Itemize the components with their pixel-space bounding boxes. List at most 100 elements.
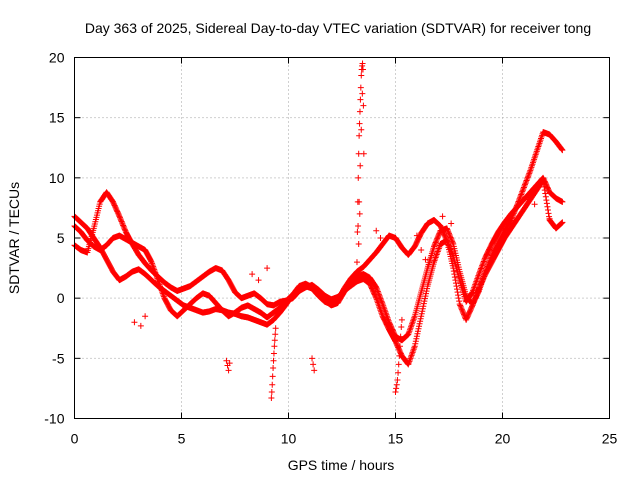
data-point-track-c [443,237,450,244]
data-point-isolated [448,220,455,227]
data-point-track-c [421,298,428,305]
grid [74,57,610,419]
data-point-track-a [433,236,440,243]
data-point-track-b [454,289,461,296]
data-point-spike-13-2h [353,259,360,266]
data-point-isolated [439,213,446,220]
data-point-track-c [424,285,431,292]
data-point-track-a [525,171,532,178]
data-point-track-a [558,146,565,153]
x-tick-label: 5 [178,431,186,447]
data-point-spike-13-2h [356,108,363,115]
data-point-track-a [520,185,527,192]
data-point-isolated [249,271,256,278]
data-point-dip-15-1h [396,352,403,359]
data-point-track-c [412,338,419,345]
x-tick-label: 0 [71,431,79,447]
data-point-track-a [517,192,524,199]
data-point-dip-9-3h [271,343,278,350]
x-tick-label: 10 [281,431,297,447]
data-point-track-a [433,238,440,245]
y-tick-labels: -10 -5 0 5 10 15 20 [44,50,64,427]
data-point-track-c [418,313,425,320]
data-point-isolated [264,265,271,272]
data-point-spike-13-2h [355,222,362,229]
data-point-track-b [469,303,476,310]
data-point-spike-13-2h [357,96,364,103]
data-point-track-b [558,220,565,227]
data-point-track-c [449,250,456,257]
y-tick-label: 10 [49,170,65,186]
data-point-isolated [310,361,317,368]
data-point-track-c [412,340,419,347]
data-point-track-c [449,251,456,258]
y-tick-label: -5 [52,350,65,366]
data-point-track-a [520,184,527,191]
x-axis-title: GPS time / hours [288,457,395,473]
data-point-track-a [443,225,450,232]
data-point-dip-15-1h [393,385,400,392]
data-point-isolated [413,232,420,239]
data-point-track-a [524,176,531,183]
data-point-track-c [444,238,451,245]
data-point-track-b [455,292,462,299]
data-point-track-c [446,242,452,249]
data-point-track-a [432,239,439,246]
data-point-track-a [444,226,451,233]
data-point-track-c [419,305,426,312]
data-point-track-c [447,246,454,253]
data-point-dip-15-1h [395,369,402,376]
data-point-track-b [474,288,481,295]
data-point-track-a [434,234,441,241]
data-point-track-c [480,258,487,265]
data-point-track-c [448,249,455,256]
data-point-track-b [471,296,478,303]
data-point-track-b [121,225,128,232]
data-point-track-c [477,268,484,275]
data-point-track-b [457,302,464,309]
plot-frame [74,57,610,419]
data-point-dip-9-3h [270,364,277,371]
data-point-dip-15-1h [396,343,403,350]
data-point-track-b [545,210,552,217]
x-tick-label: 25 [602,431,618,447]
data-point-track-c [478,265,485,272]
data-point-track-a [523,177,530,184]
data-points [71,60,566,402]
data-point-track-c [481,255,488,262]
data-point-track-c [447,245,454,252]
data-point-track-a [525,173,532,180]
data-point-track-a [517,194,524,201]
data-point-spike-13-2h [356,210,363,217]
data-point-track-b [116,213,123,220]
data-point-spike-13-2h [355,174,362,181]
data-point-isolated [525,196,532,203]
data-point-spike-13-2h [354,228,361,235]
data-point-isolated [309,355,316,362]
data-point-dip-9-3h [268,389,275,396]
data-point-track-a [526,169,533,176]
data-point-track-b [456,301,463,308]
data-point-dip-9-3h [272,331,279,338]
data-point-track-b [475,286,482,293]
data-point-track-a [444,227,451,234]
data-point-track-c [444,240,451,247]
data-point-spike-13-2h [357,162,364,169]
data-point-track-b [116,214,123,221]
x-tick-label: 20 [495,431,511,447]
data-point-spike-13-2h [356,132,363,139]
data-point-spike-13-2h [359,90,366,97]
data-point-track-b [471,298,478,305]
data-point-dip-9-3h [269,373,276,380]
data-point-track-c [419,308,426,315]
data-point-track-a [526,170,533,177]
data-point-track-b [458,305,465,312]
data-point-track-a [446,231,453,238]
data-point-track-b [458,306,465,313]
data-point-dip-15-1h [398,316,405,323]
data-point-track-a [524,174,531,181]
data-point-track-b [544,207,551,214]
data-point-track-c [445,241,452,248]
data-point-track-b [469,302,476,309]
